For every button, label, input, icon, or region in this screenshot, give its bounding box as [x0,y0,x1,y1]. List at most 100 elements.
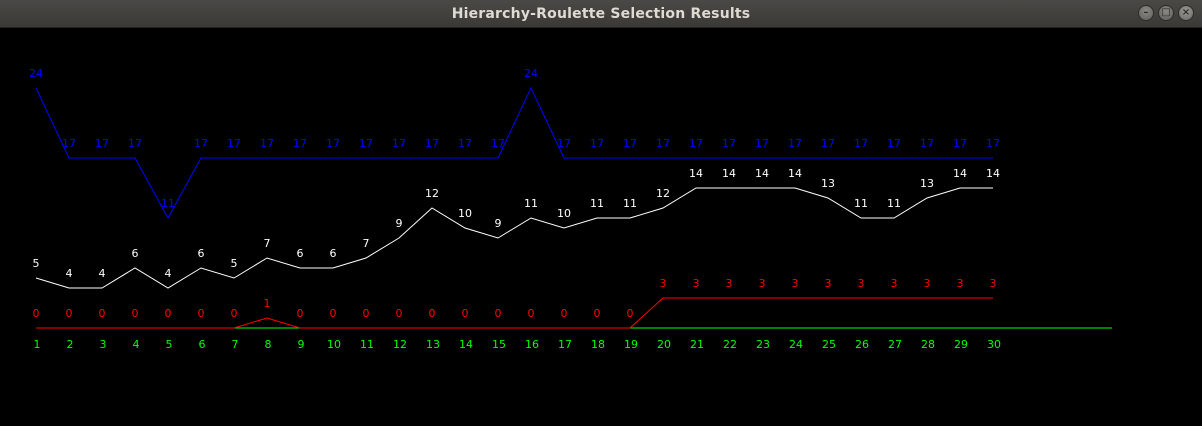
data-label: 11 [854,197,868,210]
data-label: 24 [524,67,538,80]
window-title: Hierarchy-Roulette Selection Results [451,5,751,22]
series-line [36,297,993,329]
data-label: 0 [396,307,403,320]
x-tick-label: 3 [100,338,107,351]
data-label: 17 [458,137,472,150]
data-label: 0 [99,307,106,320]
data-label: 0 [66,307,73,320]
x-tick-label: 18 [591,338,605,351]
data-label: 0 [528,307,535,320]
data-label: 0 [33,307,40,320]
data-label: 17 [722,137,736,150]
data-label: 17 [128,137,142,150]
data-label: 0 [165,307,172,320]
data-label: 17 [392,137,406,150]
data-label: 17 [359,137,373,150]
x-tick-label: 2 [67,338,74,351]
data-label: 17 [425,137,439,150]
data-label: 9 [396,217,403,230]
data-label: 0 [231,307,238,320]
data-label: 1 [264,297,271,310]
data-label: 5 [231,257,238,270]
data-label: 11 [524,197,538,210]
x-tick-label: 20 [657,338,671,351]
data-label: 0 [627,307,634,320]
x-tick-label: 7 [232,338,239,351]
data-label: 11 [623,197,637,210]
x-tick-label: 30 [987,338,1001,351]
x-tick-label: 29 [954,338,968,351]
minimize-icon[interactable]: – [1138,5,1154,21]
x-tick-label: 27 [888,338,902,351]
x-tick-label: 4 [133,338,140,351]
data-label: 3 [792,277,799,290]
x-tick-label: 10 [327,338,341,351]
data-label: 0 [594,307,601,320]
data-label: 3 [957,277,964,290]
x-tick-label: 25 [822,338,836,351]
data-label: 17 [953,137,967,150]
close-icon[interactable]: × [1178,5,1194,21]
data-label: 14 [755,167,769,180]
data-label: 3 [891,277,898,290]
data-label: 17 [920,137,934,150]
maximize-icon[interactable]: □ [1158,5,1174,21]
data-label: 0 [363,307,370,320]
data-label: 11 [590,197,604,210]
data-label: 7 [363,237,370,250]
data-label: 17 [293,137,307,150]
data-label: 10 [557,207,571,220]
data-label: 17 [821,137,835,150]
x-tick-label: 26 [855,338,869,351]
data-label: 17 [755,137,769,150]
data-label: 24 [29,67,43,80]
x-tick-label: 8 [265,338,272,351]
x-tick-label: 22 [723,338,737,351]
window-controls: – □ × [1138,5,1194,21]
x-tick-label: 1 [34,338,41,351]
x-tick-label: 28 [921,338,935,351]
x-tick-label: 14 [459,338,473,351]
series-line [35,187,993,289]
data-label: 17 [326,137,340,150]
data-label: 10 [458,207,472,220]
x-tick-label: 19 [624,338,638,351]
x-tick-label: 23 [756,338,770,351]
x-tick-label: 16 [525,338,539,351]
line-chart: 1 2 3 4 5 6 7 8 9 10 11 12 13 14 15 16 17 18 19 20 21 22 23 24 2… [29,67,1112,351]
data-label: 11 [887,197,901,210]
data-label: 0 [330,307,337,320]
data-label: 17 [260,137,274,150]
data-label: 6 [330,247,337,260]
x-tick-label: 9 [298,338,305,351]
data-label: 17 [590,137,604,150]
data-label: 0 [495,307,502,320]
data-label: 17 [656,137,670,150]
data-label: 13 [920,177,934,190]
data-label: 5 [33,257,40,270]
x-tick-label: 5 [166,338,173,351]
data-label: 17 [95,137,109,150]
data-label: 14 [689,167,703,180]
data-label: 0 [561,307,568,320]
data-label: 14 [788,167,802,180]
data-label: 17 [887,137,901,150]
x-tick-label: 6 [199,338,206,351]
data-label: 3 [660,277,667,290]
window-titlebar[interactable]: Hierarchy-Roulette Selection Results – □… [0,0,1202,28]
data-label: 17 [854,137,868,150]
data-label: 9 [495,217,502,230]
data-label: 0 [297,307,304,320]
data-label: 3 [825,277,832,290]
data-label: 0 [462,307,469,320]
data-label: 14 [986,167,1000,180]
data-label: 4 [165,267,172,280]
data-label: 7 [264,237,271,250]
data-label: 3 [693,277,700,290]
data-label: 17 [689,137,703,150]
data-label: 3 [990,277,997,290]
x-tick-label: 17 [558,338,572,351]
data-label: 4 [99,267,106,280]
data-label: 0 [198,307,205,320]
data-label: 14 [953,167,967,180]
